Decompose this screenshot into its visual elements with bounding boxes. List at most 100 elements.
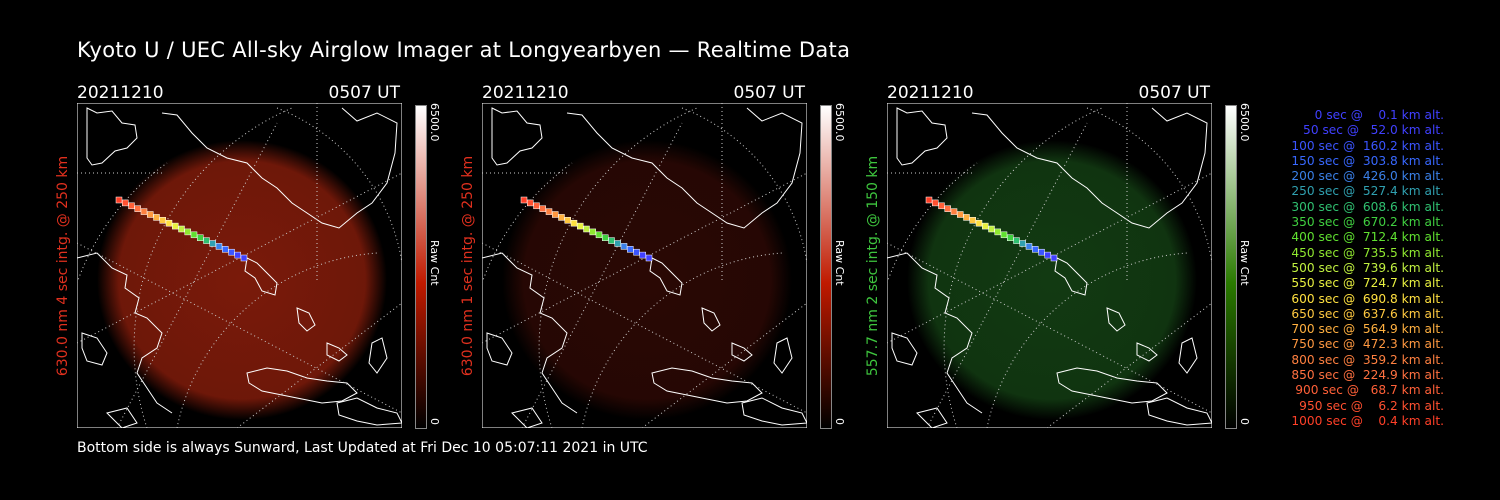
trajectory-point xyxy=(994,228,1001,236)
trajectory-point xyxy=(178,225,185,233)
trajectory-point xyxy=(165,219,173,227)
trajectory-point xyxy=(147,211,154,218)
trajectory-point xyxy=(1044,251,1051,259)
coastline xyxy=(649,257,683,296)
grid-line xyxy=(236,302,402,428)
coastline xyxy=(773,337,793,374)
trajectory-point xyxy=(950,208,958,215)
coastline xyxy=(511,407,543,428)
trajectory-point xyxy=(639,251,646,259)
grid-line xyxy=(887,162,978,284)
footer-status: Bottom side is always Sunward, Last Upda… xyxy=(77,440,648,456)
coastline xyxy=(1136,342,1158,362)
colorbar-min-label: 0 xyxy=(428,418,441,425)
trajectory-point xyxy=(932,199,939,207)
legend-row: 600 sec @ 690.8 km alt. xyxy=(1287,291,1444,306)
trajectory-point xyxy=(215,243,223,250)
trajectory-point xyxy=(115,196,123,204)
coastline xyxy=(741,397,807,426)
trajectory-point xyxy=(570,219,578,227)
coastline xyxy=(896,107,948,166)
trajectory-point xyxy=(234,251,241,259)
trajectory-point xyxy=(172,222,179,230)
colorbar xyxy=(1225,105,1237,429)
coastline xyxy=(1056,367,1168,404)
trajectory-point xyxy=(153,214,160,221)
trajectory-point xyxy=(645,254,653,262)
legend-row: 400 sec @ 712.4 km alt. xyxy=(1287,230,1444,245)
coastline xyxy=(326,342,348,362)
trajectory-point xyxy=(583,225,590,233)
trajectory-point xyxy=(957,211,964,218)
colorbar-min-label: 0 xyxy=(833,418,846,425)
trajectory-point xyxy=(1038,248,1045,256)
colorbar xyxy=(415,105,427,429)
coastline xyxy=(106,407,138,428)
trajectory-point xyxy=(527,199,534,207)
trajectory-point xyxy=(1000,231,1008,239)
coastline xyxy=(731,342,753,362)
page-title: Kyoto U / UEC All-sky Airglow Imager at … xyxy=(77,38,851,62)
panel-time: 0507 UT xyxy=(328,83,401,103)
trajectory-point xyxy=(190,231,198,239)
trajectory-point xyxy=(1032,246,1039,253)
trajectory-point xyxy=(159,217,166,224)
coastline xyxy=(246,367,358,404)
panel-date: 20211210 xyxy=(77,83,164,103)
grid-line xyxy=(521,122,683,428)
coastline xyxy=(887,252,983,414)
grid-line xyxy=(681,107,807,264)
trajectory-point xyxy=(1013,237,1020,244)
trajectory-point xyxy=(925,196,933,204)
trajectory-point xyxy=(963,214,970,221)
trajectory-point xyxy=(184,228,191,236)
legend-row: 150 sec @ 303.8 km alt. xyxy=(1287,153,1444,168)
legend-row: 350 sec @ 670.2 km alt. xyxy=(1287,215,1444,230)
legend-row: 1000 sec @ 0.4 km alt. xyxy=(1291,413,1444,428)
panel-ylabel: 630.0 nm 4 sec intg. @ 250 km xyxy=(55,155,71,377)
trajectory-point xyxy=(140,208,148,215)
coastline xyxy=(482,252,578,414)
trajectory-point xyxy=(602,234,609,241)
coastline xyxy=(336,397,402,426)
trajectory-point xyxy=(633,248,640,256)
trajectory-point xyxy=(222,246,229,253)
trajectory-point xyxy=(558,214,565,221)
grid-line xyxy=(926,122,1088,428)
legend-row: 850 sec @ 224.9 km alt. xyxy=(1287,368,1444,383)
grid-line xyxy=(641,302,807,428)
grid-line xyxy=(1086,107,1212,264)
grid-line xyxy=(482,162,573,284)
trajectory-point xyxy=(969,217,976,224)
trajectory-point xyxy=(203,237,210,244)
colorbar-max-label: 6500.0 xyxy=(428,103,441,142)
coastline xyxy=(566,107,803,229)
trajectory-point xyxy=(614,240,621,247)
coastline xyxy=(1106,307,1126,332)
trajectory-point xyxy=(1007,234,1014,241)
legend-row: 50 sec @ 52.0 km alt. xyxy=(1295,123,1444,138)
coastline xyxy=(486,332,513,366)
trajectory-point xyxy=(1050,254,1058,262)
trajectory-point xyxy=(240,254,248,262)
legend-row: 750 sec @ 472.3 km alt. xyxy=(1287,337,1444,352)
airglow-field xyxy=(907,140,1197,420)
colorbar-max-label: 6500.0 xyxy=(833,103,846,142)
legend-row: 800 sec @ 359.2 km alt. xyxy=(1287,352,1444,367)
trajectory-point xyxy=(209,240,216,247)
coastline xyxy=(296,307,316,332)
trajectory-point xyxy=(975,219,983,227)
panel-time: 0507 UT xyxy=(733,83,806,103)
trajectory-point xyxy=(545,208,553,215)
coastline xyxy=(916,407,948,428)
legend-row: 950 sec @ 6.2 km alt. xyxy=(1295,398,1444,413)
coastline xyxy=(161,107,398,229)
coastline xyxy=(244,257,278,296)
colorbar xyxy=(820,105,832,429)
coastline xyxy=(971,107,1208,229)
latitude-line xyxy=(538,107,698,428)
coastline xyxy=(81,332,108,366)
trajectory-point xyxy=(608,237,615,244)
trajectory-point xyxy=(122,199,129,207)
coastline xyxy=(701,307,721,332)
